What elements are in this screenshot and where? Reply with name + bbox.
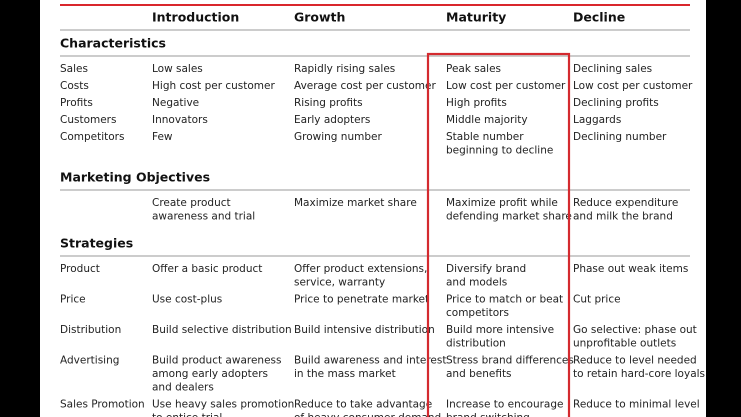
cell-text: service, warranty xyxy=(294,277,385,289)
cell-text: and dealers xyxy=(152,382,214,394)
cell-text: defending market share xyxy=(446,211,572,223)
row-label: Sales Promotion xyxy=(60,399,145,411)
cell-text: Build product awareness xyxy=(152,355,281,367)
cell-text: Low cost per customer xyxy=(573,80,693,92)
column-header: Maturity xyxy=(446,10,506,25)
cell-text: Negative xyxy=(152,97,199,109)
cell-text: awareness and trial xyxy=(152,211,255,223)
cell-text: Build intensive distribution xyxy=(294,324,435,336)
section-title: Marketing Objectives xyxy=(60,170,210,185)
cell-text: unprofitable outlets xyxy=(573,338,676,350)
row-label: Product xyxy=(60,263,100,275)
row-label: Competitors xyxy=(60,131,124,143)
paper xyxy=(40,0,706,417)
cell-text: Middle majority xyxy=(446,114,528,126)
cell-text: Stable number xyxy=(446,131,524,143)
cell-text: Go selective: phase out xyxy=(573,324,697,336)
cell-text: Low sales xyxy=(152,63,203,75)
cell-text: Average cost per customer xyxy=(294,80,436,92)
cell-text: Rising profits xyxy=(294,97,363,109)
cell-text: in the mass market xyxy=(294,368,396,380)
cell-text: Early adopters xyxy=(294,114,370,126)
cell-text: Build selective distribution xyxy=(152,324,292,336)
cell-text: Use cost-plus xyxy=(152,294,222,306)
cell-text: Declining sales xyxy=(573,63,652,75)
cell-text: Reduce to minimal level xyxy=(573,399,700,411)
cell-text: Increase to encourage xyxy=(446,399,564,411)
row-label: Distribution xyxy=(60,324,121,336)
cell-text: Reduce expenditure xyxy=(573,197,678,209)
cell-text: Stress brand differences xyxy=(446,355,574,367)
cell-text: brand switching xyxy=(446,412,530,417)
cell-text: Maximize profit while xyxy=(446,197,558,209)
cell-text: Reduce to take advantage xyxy=(294,399,432,411)
cell-text: Offer product extensions, xyxy=(294,263,427,275)
row-label: Advertising xyxy=(60,355,119,367)
maturity-highlight xyxy=(426,52,571,417)
cell-text: Diversify brand xyxy=(446,263,526,275)
cell-text: Maximize market share xyxy=(294,197,417,209)
section-title: Characteristics xyxy=(60,36,166,51)
cell-text: competitors xyxy=(446,307,509,319)
cell-text: Growing number xyxy=(294,131,382,143)
row-label: Sales xyxy=(60,63,88,75)
cell-text: Offer a basic product xyxy=(152,263,262,275)
column-header: Decline xyxy=(573,10,625,25)
cell-text: High cost per customer xyxy=(152,80,275,92)
cell-text: among early adopters xyxy=(152,368,268,380)
cell-text: Build awareness and interest xyxy=(294,355,446,367)
cell-text: Build more intensive xyxy=(446,324,554,336)
cell-text: Declining profits xyxy=(573,97,659,109)
cell-text: Cut price xyxy=(573,294,621,306)
cell-text: Low cost per customer xyxy=(446,80,566,92)
row-label: Costs xyxy=(60,80,89,92)
cell-text: Price to match or beat xyxy=(446,294,563,306)
cell-text: Declining number xyxy=(573,131,667,143)
cell-text: and models xyxy=(446,277,507,289)
row-label: Customers xyxy=(60,114,116,126)
cell-text: to retain hard-core loyals xyxy=(573,368,705,380)
column-header: Introduction xyxy=(152,10,239,25)
cell-text: Use heavy sales promotion xyxy=(152,399,294,411)
cell-text: and benefits xyxy=(446,368,512,380)
cell-text: beginning to decline xyxy=(446,145,553,157)
cell-text: High profits xyxy=(446,97,507,109)
cell-text: distribution xyxy=(446,338,506,350)
cell-text: Peak sales xyxy=(446,63,501,75)
cell-text: to entice trial xyxy=(152,412,222,417)
cell-text: and milk the brand xyxy=(573,211,673,223)
cell-text: Innovators xyxy=(152,114,208,126)
row-label: Price xyxy=(60,294,86,306)
cell-text: Rapidly rising sales xyxy=(294,63,395,75)
cell-text: Phase out weak items xyxy=(573,263,688,275)
cell-text: Reduce to level needed xyxy=(573,355,697,367)
section-title: Strategies xyxy=(60,236,133,251)
cell-text: Few xyxy=(152,131,173,143)
cell-text: Price to penetrate market xyxy=(294,294,429,306)
cell-text: Create product xyxy=(152,197,231,209)
cell-text: Laggards xyxy=(573,114,621,126)
cell-text: of heavy consumer demand xyxy=(294,412,441,417)
column-header: Growth xyxy=(294,10,345,25)
row-label: Profits xyxy=(60,97,93,109)
